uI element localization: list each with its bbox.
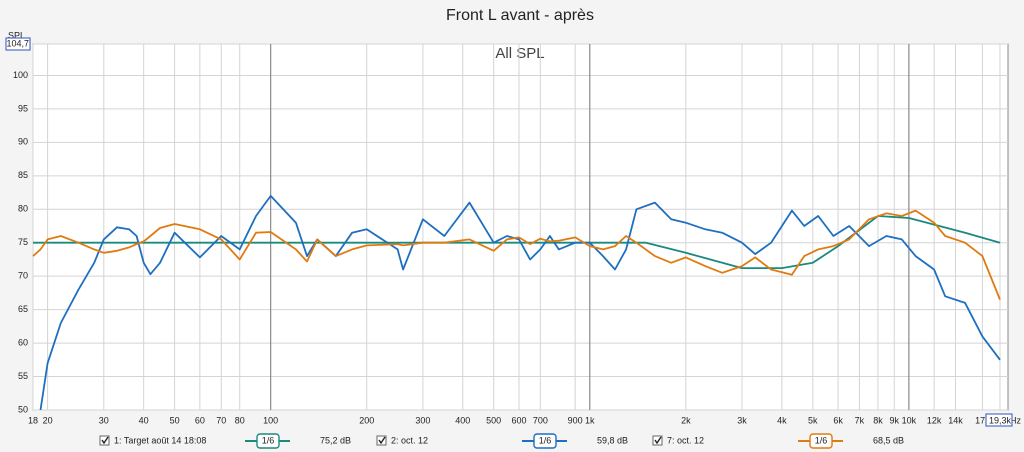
x-tick-label: 30 bbox=[99, 415, 109, 425]
y-axis-label: SPL bbox=[8, 30, 25, 40]
x-tick-label: 17k bbox=[975, 415, 990, 425]
tick-box bbox=[5, 37, 31, 51]
y-tick-label: 90 bbox=[18, 137, 28, 147]
y-tick-label: 55 bbox=[18, 371, 28, 381]
y-tick-label: 70 bbox=[18, 271, 28, 281]
x-tick-label: 40 bbox=[139, 415, 149, 425]
smoothing-label: 1/6 bbox=[539, 435, 552, 445]
x-tick-label: 20 bbox=[43, 415, 53, 425]
x-tick-label: 70 bbox=[216, 415, 226, 425]
smoothing-label: 1/6 bbox=[815, 435, 828, 445]
x-tick-label: 900 bbox=[568, 415, 583, 425]
x-tick-label: 5k bbox=[808, 415, 818, 425]
x-tick-label: 500 bbox=[486, 415, 501, 425]
x-tick-label: 60 bbox=[195, 415, 205, 425]
smoothing-box bbox=[533, 433, 557, 449]
x-tick-label: 8k bbox=[873, 415, 883, 425]
chart-title: Front L avant - après bbox=[446, 7, 594, 24]
x-tick-label: 7k bbox=[855, 415, 865, 425]
x-tick-label: 1k bbox=[585, 415, 595, 425]
y-tick-label: 60 bbox=[18, 337, 28, 347]
legend-level: 59,8 dB bbox=[597, 435, 628, 445]
legend-label: 2: oct. 12 bbox=[391, 435, 428, 445]
checkmark bbox=[654, 436, 662, 445]
legend-label: 7: oct. 12 bbox=[667, 435, 704, 445]
legend-checkbox[interactable] bbox=[376, 435, 387, 446]
x-tick-label: 14k bbox=[948, 415, 963, 425]
y-tick-label: 95 bbox=[18, 103, 28, 113]
x-tick-label: 300 bbox=[415, 415, 430, 425]
legend-label: 1: Target août 14 18:08 bbox=[114, 435, 206, 445]
y-tick-label: 50 bbox=[18, 404, 28, 414]
series-line bbox=[33, 215, 1001, 269]
smoothing-box bbox=[809, 433, 833, 449]
y-tick-label: 85 bbox=[18, 170, 28, 180]
legend-level: 75,2 dB bbox=[320, 435, 351, 445]
x-tick-label: 2k bbox=[681, 415, 691, 425]
series-line bbox=[32, 209, 1001, 300]
x-unit: Hz bbox=[1010, 415, 1021, 425]
smoothing-label: 1/6 bbox=[262, 435, 275, 445]
x-tick-label: 100 bbox=[263, 415, 278, 425]
plot-area bbox=[32, 43, 1009, 411]
x-tick-label: 9k bbox=[890, 415, 900, 425]
x-tick-label: 19,3k bbox=[989, 415, 1012, 425]
x-tick-label: 4k bbox=[777, 415, 787, 425]
x-tick-label: 18 bbox=[28, 415, 38, 425]
y-tick-label: 75 bbox=[18, 237, 28, 247]
legend-checkbox[interactable] bbox=[652, 435, 663, 446]
x-tick-label: 10k bbox=[902, 415, 917, 425]
y-tick-label: 65 bbox=[18, 304, 28, 314]
y-tick-label: 80 bbox=[18, 204, 28, 214]
checkmark bbox=[378, 436, 386, 445]
checkmark bbox=[101, 436, 109, 445]
y-tick-label: 100 bbox=[13, 70, 28, 80]
x-tick-label: 80 bbox=[235, 415, 245, 425]
x-tick-label: 200 bbox=[359, 415, 374, 425]
tick-box bbox=[985, 413, 1013, 427]
x-tick-label: 400 bbox=[455, 415, 470, 425]
x-tick-label: 12k bbox=[927, 415, 942, 425]
legend-checkbox[interactable] bbox=[99, 435, 110, 446]
x-tick-label: 700 bbox=[533, 415, 548, 425]
smoothing-box bbox=[256, 433, 280, 449]
x-tick-label: 50 bbox=[170, 415, 180, 425]
x-tick-label: 600 bbox=[511, 415, 526, 425]
chart-subtitle: All SPL bbox=[495, 45, 544, 62]
y-tick-label: 104,7 bbox=[6, 38, 29, 48]
series-line bbox=[39, 195, 1001, 411]
x-tick-label: 6k bbox=[833, 415, 843, 425]
x-tick-label: 3k bbox=[737, 415, 747, 425]
legend-level: 68,5 dB bbox=[873, 435, 904, 445]
